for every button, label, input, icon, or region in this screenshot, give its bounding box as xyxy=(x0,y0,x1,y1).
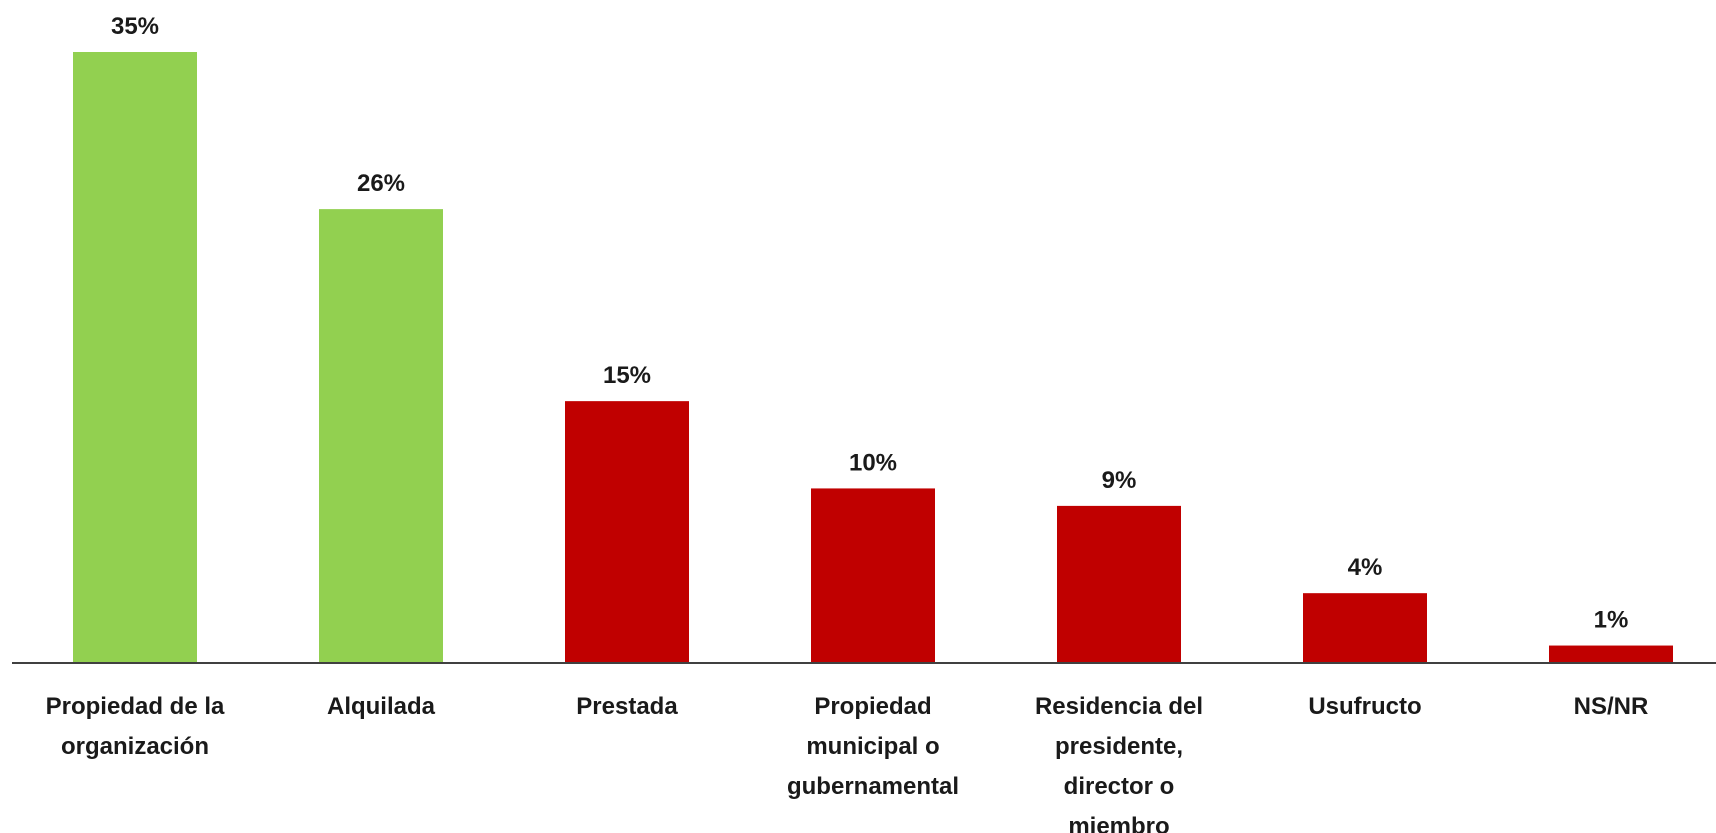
bars-layer xyxy=(73,52,1673,663)
bar-1 xyxy=(319,209,443,663)
category-label-0: Propiedad de la organización xyxy=(46,693,225,760)
value-labels-layer: 35% 26% 15% 10% 9% 4% 1% xyxy=(111,13,1628,634)
category-label-5: Usufructo xyxy=(1308,693,1421,720)
category-label-line: Usufructo xyxy=(1308,693,1421,720)
category-label-2: Prestada xyxy=(576,693,678,720)
category-label-line: municipal o xyxy=(806,733,939,760)
value-label-2: 15% xyxy=(603,362,651,389)
bar-6 xyxy=(1549,645,1673,663)
value-label-6: 1% xyxy=(1594,607,1629,634)
category-label-line: miembro xyxy=(1068,813,1169,833)
category-label-line: NS/NR xyxy=(1574,693,1649,720)
bar-5 xyxy=(1303,593,1427,663)
value-label-1: 26% xyxy=(357,170,405,197)
category-label-line: Residencia del xyxy=(1035,693,1203,720)
category-label-line: gubernamental xyxy=(787,773,959,800)
value-label-5: 4% xyxy=(1348,554,1383,581)
bar-3 xyxy=(811,488,935,663)
category-label-line: Propiedad de la xyxy=(46,693,225,720)
bar-4 xyxy=(1057,505,1181,663)
category-label-line: organización xyxy=(61,733,209,760)
category-labels-layer: Propiedad de la organización Alquilada Pres… xyxy=(46,693,1649,833)
value-label-4: 9% xyxy=(1102,467,1137,494)
value-label-0: 35% xyxy=(111,13,159,40)
category-label-3: Propiedad municipal o gubernamental xyxy=(787,693,959,800)
value-label-3: 10% xyxy=(849,449,897,476)
category-label-line: Alquilada xyxy=(327,693,436,720)
category-label-line: Propiedad xyxy=(814,693,931,720)
category-label-4: Residencia del presidente, director o miemb… xyxy=(1035,693,1203,833)
category-label-line: director o xyxy=(1064,773,1175,800)
bar-2 xyxy=(565,401,689,663)
category-label-line: Prestada xyxy=(576,693,678,720)
bar-0 xyxy=(73,52,197,663)
category-label-1: Alquilada xyxy=(327,693,436,720)
category-label-line: presidente, xyxy=(1055,733,1183,760)
category-label-6: NS/NR xyxy=(1574,693,1649,720)
